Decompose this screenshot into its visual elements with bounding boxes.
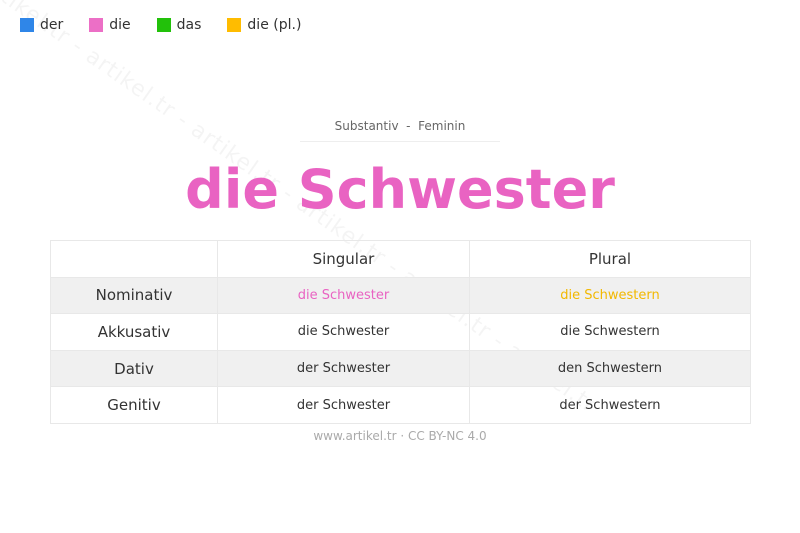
legend-label: das	[176, 17, 202, 33]
declension-table: Singular Plural Nominativ die Schwester …	[50, 240, 752, 424]
legend-label: die (pl.)	[247, 17, 302, 33]
singular-cell: der Schwester	[217, 386, 470, 424]
header-empty	[50, 240, 218, 278]
case-label: Genitiv	[50, 386, 218, 424]
plural-cell: den Schwestern	[468, 349, 752, 388]
header-singular: Singular	[217, 240, 470, 278]
singular-cell: die Schwester	[217, 276, 470, 315]
case-label: Dativ	[50, 349, 218, 388]
legend-label: die	[109, 17, 131, 33]
page-title: die Schwester	[185, 158, 615, 221]
header-plural: Plural	[468, 240, 752, 278]
singular-cell: der Schwester	[217, 349, 470, 388]
legend-die: die	[89, 17, 131, 33]
table-header-row: Singular Plural	[50, 240, 752, 278]
swatch-die	[89, 18, 104, 32]
swatch-der	[20, 18, 34, 32]
table-row: Akkusativ die Schwester die Schwestern	[50, 313, 752, 351]
word-type: Substantiv - Feminin	[300, 119, 500, 142]
singular-cell: die Schwester	[217, 313, 470, 351]
table-row: Nominativ die Schwester die Schwestern	[50, 276, 752, 315]
swatch-die-plural	[227, 18, 242, 32]
swatch-das	[156, 18, 171, 32]
plural-cell: die Schwestern	[468, 313, 752, 351]
footer-credit: www.artikel.tr · CC BY-NC 4.0	[313, 429, 487, 443]
case-label: Nominativ	[50, 276, 218, 315]
gender-legend: der die das die (pl.)	[20, 17, 327, 33]
plural-cell: der Schwestern	[468, 386, 752, 424]
legend-label: der	[40, 17, 64, 33]
plural-cell: die Schwestern	[468, 276, 752, 315]
legend-das: das	[156, 17, 202, 33]
legend-der: der	[20, 17, 63, 33]
table-row: Dativ der Schwester den Schwestern	[50, 349, 752, 388]
legend-die-plural: die (pl.)	[227, 17, 301, 33]
table-row: Genitiv der Schwester der Schwestern	[50, 386, 752, 424]
case-label: Akkusativ	[50, 313, 218, 351]
